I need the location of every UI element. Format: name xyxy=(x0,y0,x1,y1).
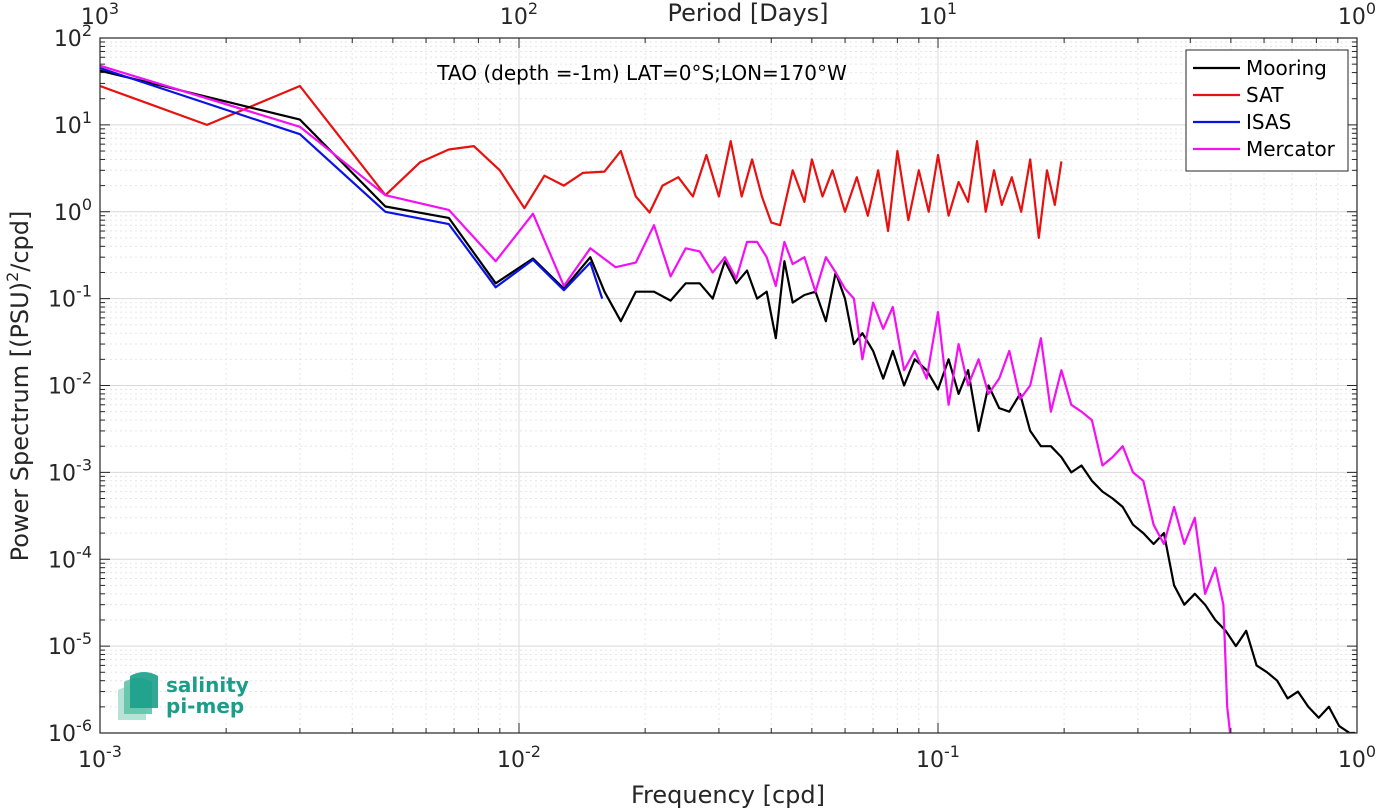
y-axis-title-sup: 2 xyxy=(3,272,22,282)
y-tick-label: 10-4 xyxy=(48,542,92,573)
y-axis-title-prefix: Power Spectrum [(PSU) xyxy=(6,282,34,561)
salinity-pi-mep-logo: salinity pi-mep xyxy=(118,672,249,720)
y-tick-label: 10-2 xyxy=(48,369,92,400)
chart-annotation: TAO (depth =-1m) LAT=0°S;LON=170°W xyxy=(436,61,847,85)
tick-marks xyxy=(99,37,1358,734)
legend-label-mooring: Mooring xyxy=(1246,56,1327,80)
x-tick-label: 10-1 xyxy=(916,742,960,773)
x-tick-label: 10-3 xyxy=(78,742,122,773)
legend-box xyxy=(1185,49,1349,172)
legend-label-isas: ISAS xyxy=(1246,110,1291,134)
legend-label-mercator: Mercator xyxy=(1246,137,1336,161)
legend-label-sat: SAT xyxy=(1246,83,1284,107)
y-tick-label: 10-5 xyxy=(48,629,92,660)
series-line-mercator xyxy=(100,64,1232,733)
y-tick-label: 100 xyxy=(54,195,92,226)
x-tick-label: 10-2 xyxy=(497,742,541,773)
y-tick-label: 101 xyxy=(54,108,92,139)
y-axis-title: Power Spectrum [(PSU)2/cpd] xyxy=(3,211,34,562)
top-axis-title: Period [Days] xyxy=(667,0,828,27)
series-group xyxy=(100,64,1356,733)
series-line-mooring xyxy=(100,69,1356,733)
series-line-sat xyxy=(100,84,1063,239)
top-tick-label: 101 xyxy=(919,0,957,30)
top-tick-label: 102 xyxy=(500,0,538,30)
x-tick-label: 100 xyxy=(1338,742,1376,773)
logo-wave-front xyxy=(130,672,158,708)
y-axis-title-suffix: /cpd] xyxy=(6,211,34,272)
y-tick-label: 102 xyxy=(54,21,92,52)
legend: Mooring SAT ISAS Mercator xyxy=(1185,49,1349,172)
y-tick-label: 10-6 xyxy=(48,716,92,747)
y-tick-label: 10-3 xyxy=(48,455,92,486)
x-axis-title: Frequency [cpd] xyxy=(631,781,825,809)
series-line-isas xyxy=(100,67,604,299)
top-tick-label: 103 xyxy=(81,0,119,30)
logo-line1: salinity xyxy=(166,673,249,697)
logo-line2: pi-mep xyxy=(166,694,244,718)
y-tick-label: 10-1 xyxy=(48,282,92,313)
top-tick-label: 100 xyxy=(1338,0,1376,30)
